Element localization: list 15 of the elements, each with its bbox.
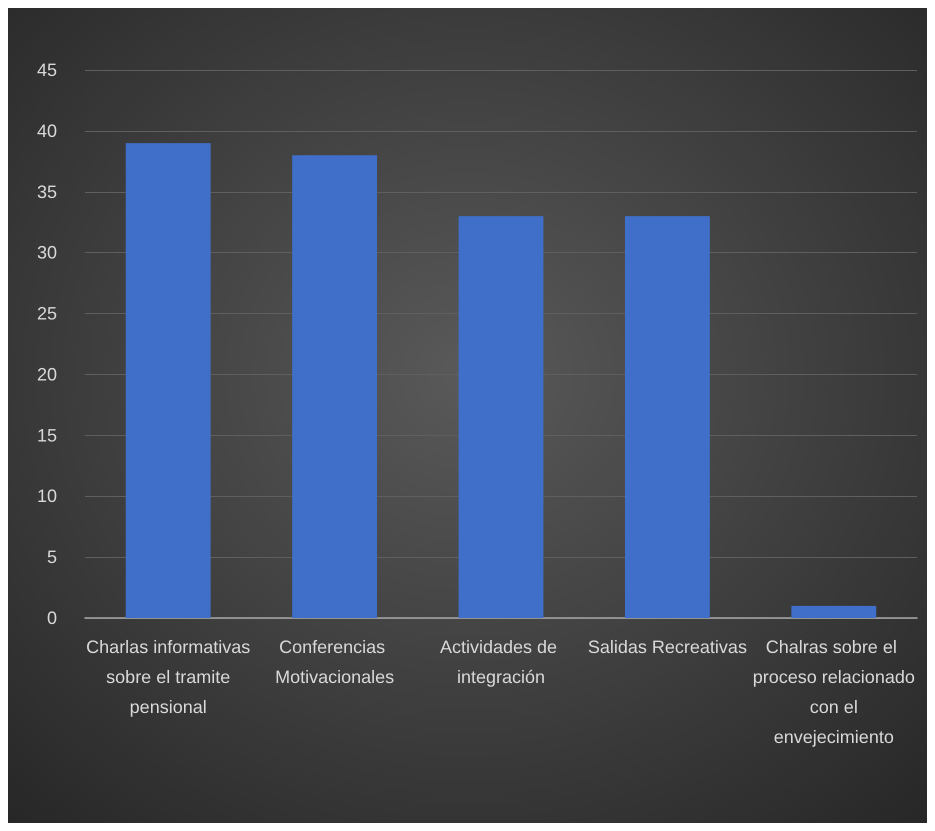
x-tick-label: Charlas informativas sobre el tramite pensional [86,637,250,717]
y-tick-label: 15 [36,425,57,446]
y-tick-label: 0 [46,608,57,628]
y-tick-label: 10 [36,486,57,506]
x-tick-label: Actividades de integración [440,637,562,687]
x-tick-label: Conferencias Motivacionales [275,637,394,687]
y-tick-label: 20 [36,364,57,384]
y-tick-label: 25 [36,304,57,324]
y-tick-label: 45 [36,60,57,80]
y-tick-label: 35 [36,182,57,202]
x-tick-label: Chalras sobre el proceso relacionado con el envejecimiento [752,637,915,747]
x-tick-label: Salidas Recreativas [588,637,747,657]
y-tick-label: 40 [36,120,57,141]
y-tick-label: 5 [46,547,57,568]
y-tick-label: 30 [36,242,57,263]
